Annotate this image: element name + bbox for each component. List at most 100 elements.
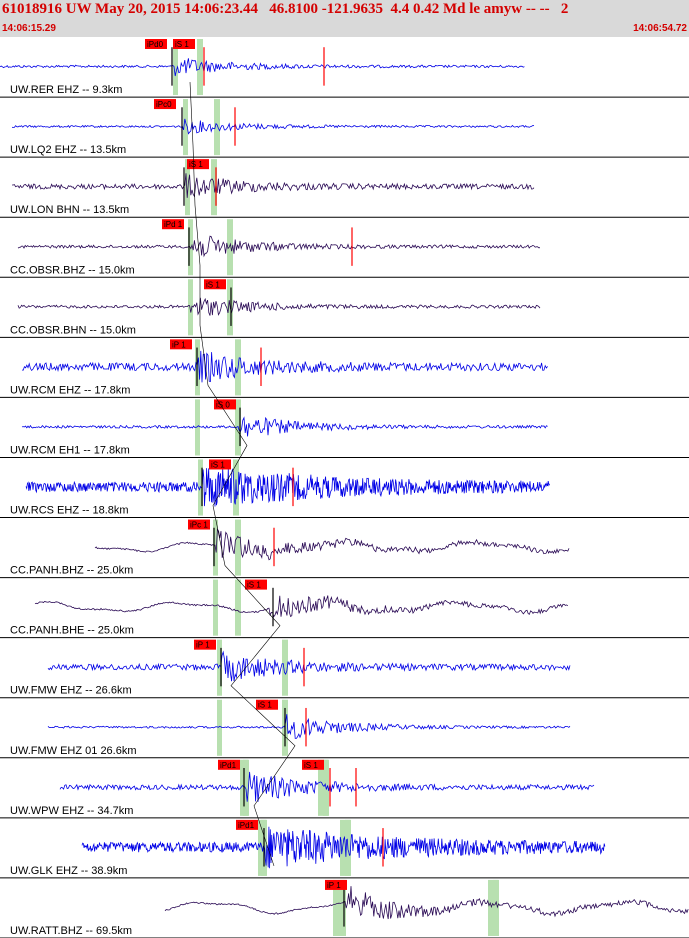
pick-label[interactable]: iPd0	[145, 39, 167, 49]
trace-row[interactable]: iPd1 iS 1 UW.WPW EHZ -- 34.7km	[0, 759, 689, 819]
trace-label: CC.PANH.BHZ -- 25.0km	[10, 565, 133, 577]
trace-label: UW.RER EHZ -- 9.3km	[10, 84, 122, 96]
svg-text:iS 1: iS 1	[175, 40, 189, 49]
waveform	[47, 650, 571, 682]
svg-text:iS 1: iS 1	[189, 160, 203, 169]
event-title: 61018916 UW May 20, 2015 14:06:23.44 46.…	[2, 1, 569, 17]
svg-text:iS 1: iS 1	[206, 280, 220, 289]
pick-label[interactable]: iPd1	[218, 759, 240, 770]
waveform	[164, 886, 689, 920]
svg-text:iS 0: iS 0	[216, 400, 230, 409]
pick-label[interactable]: iP 1	[170, 339, 192, 350]
trace-row[interactable]: iS 1 UW.LON BHN -- 13.5km	[0, 159, 689, 218]
pick-label[interactable]: iS 1	[187, 159, 209, 170]
trace-row[interactable]: iPc 1 CC.PANH.BHZ -- 25.0km	[0, 519, 689, 579]
svg-text:iPd1: iPd1	[238, 821, 255, 830]
trace-row[interactable]: iS 1 CC.PANH.BHE -- 25.0km	[0, 579, 689, 639]
svg-text:iPc 1: iPc 1	[190, 521, 208, 530]
trace-label: UW.LON BHN -- 13.5km	[10, 204, 129, 216]
trace-row[interactable]: iP 1 UW.RATT.BHZ -- 69.5km	[0, 879, 689, 938]
waveform	[81, 826, 606, 869]
trace-row[interactable]: iS 1 UW.RCS EHZ -- 18.8km	[0, 459, 689, 519]
svg-text:iS 1: iS 1	[258, 701, 272, 710]
trace-row[interactable]: iP 1 UW.RCM EHZ -- 17.8km	[0, 339, 689, 398]
trace-label: UW.LQ2 EHZ -- 13.5km	[10, 144, 126, 156]
svg-text:iS 1: iS 1	[304, 761, 318, 770]
pick-label[interactable]: iPc 1	[188, 519, 210, 530]
pick-window	[235, 579, 241, 636]
pick-label[interactable]: iPd 1	[162, 219, 184, 230]
trace-label: UW.RCM EHZ -- 17.8km	[10, 384, 130, 396]
waveform	[21, 416, 548, 437]
pick-window	[185, 159, 190, 216]
waveform	[0, 58, 525, 77]
svg-text:iPd1: iPd1	[220, 761, 237, 770]
waveform	[59, 771, 595, 802]
waveform	[21, 350, 548, 383]
pick-window	[243, 759, 249, 816]
pick-window	[227, 219, 233, 276]
trace-label: UW.GLK EHZ -- 38.9km	[10, 865, 127, 877]
start-time-label: 14:06:15.29	[2, 23, 56, 34]
trace-row[interactable]: iPd1 UW.GLK EHZ -- 38.9km	[0, 819, 689, 879]
pick-window	[217, 639, 222, 696]
trace-row[interactable]: iPd 1 CC.OBSR.BHZ -- 15.0km	[0, 219, 689, 278]
pick-label[interactable]: iP 1	[194, 639, 216, 650]
trace-row[interactable]: iPd0 iS 1 UW.RER EHZ -- 9.3km	[0, 39, 689, 98]
trace-label: CC.OBSR.BHZ -- 15.0km	[10, 264, 135, 276]
pick-label[interactable]: iS 1	[173, 39, 195, 49]
pick-window	[217, 699, 222, 756]
pick-window	[340, 879, 346, 936]
pick-label[interactable]: iS 1	[245, 579, 267, 590]
trace-label: UW.FMW EHZ 01 26.6km	[10, 745, 137, 757]
event-header: 61018916 UW May 20, 2015 14:06:23.44 46.…	[0, 0, 689, 37]
svg-text:iP 1: iP 1	[172, 340, 186, 349]
waveform	[17, 235, 541, 258]
trace-row[interactable]: iPc0 UW.LQ2 EHZ -- 13.5km	[0, 99, 689, 158]
waveform	[34, 595, 569, 618]
pick-label[interactable]: iS 1	[256, 699, 278, 710]
waveform	[11, 118, 535, 135]
trace-label: UW.RCS EHZ -- 18.8km	[10, 505, 129, 517]
travel-time-curve	[189, 82, 296, 867]
pick-window	[183, 99, 188, 156]
pick-label[interactable]: iS 0	[214, 399, 236, 410]
waveform	[47, 714, 571, 739]
trace-row[interactable]: iP 1 UW.FMW EHZ -- 26.6km	[0, 639, 689, 699]
svg-text:iPd 1: iPd 1	[164, 220, 183, 229]
pick-label[interactable]: iPc0	[154, 99, 176, 110]
trace-label: UW.FMW EHZ -- 26.6km	[10, 685, 132, 697]
svg-text:iP 1: iP 1	[196, 641, 210, 650]
trace-label: UW.RATT.BHZ -- 69.5km	[10, 925, 132, 937]
pick-label[interactable]: iS 1	[204, 279, 226, 290]
trace-label: UW.RCM EH1 -- 17.8km	[10, 444, 130, 456]
pick-window	[235, 519, 241, 576]
trace-label: CC.OBSR.BHN -- 15.0km	[10, 324, 136, 336]
svg-text:iS 1: iS 1	[211, 460, 225, 469]
pick-label[interactable]: iPd1	[236, 819, 258, 830]
svg-text:iPc0: iPc0	[156, 100, 172, 109]
waveform	[17, 297, 541, 316]
pick-label[interactable]: iS 1	[302, 759, 324, 770]
waveform	[25, 468, 550, 507]
trace-row[interactable]: iS 1 UW.FMW EHZ 01 26.6km	[0, 699, 689, 759]
trace-row[interactable]: iS 1 CC.OBSR.BHN -- 15.0km	[0, 279, 689, 338]
svg-text:iP 1: iP 1	[327, 881, 341, 890]
pick-window	[173, 39, 178, 96]
trace-label: UW.WPW EHZ -- 34.7km	[10, 805, 133, 817]
pick-label[interactable]: iS 1	[209, 459, 231, 470]
pick-window	[493, 879, 499, 936]
pick-window	[282, 639, 288, 696]
pick-window	[213, 579, 218, 636]
pick-window	[188, 279, 193, 336]
waveform	[94, 528, 570, 561]
trace-label: CC.PANH.BHE -- 25.0km	[10, 625, 134, 637]
seismogram-panel[interactable]: iPd0 iS 1 UW.RER EHZ -- 9.3km iPc0 UW.LQ2 EH…	[0, 37, 689, 938]
waveform	[12, 173, 535, 198]
trace-row[interactable]: iS 0 UW.RCM EH1 -- 17.8km	[0, 399, 689, 458]
pick-label[interactable]: iP 1	[325, 879, 347, 890]
svg-text:iS 1: iS 1	[247, 581, 261, 590]
pick-window	[214, 99, 220, 156]
svg-text:iPd0: iPd0	[147, 40, 164, 49]
pick-window	[195, 399, 200, 456]
